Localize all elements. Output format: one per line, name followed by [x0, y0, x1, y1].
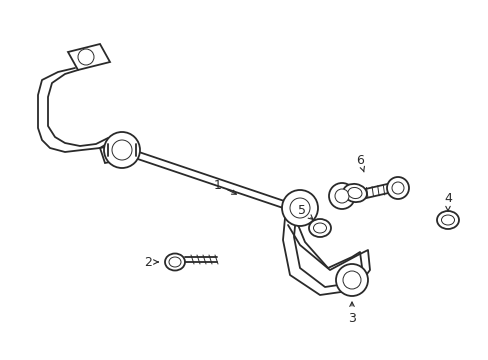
- Text: 5: 5: [297, 203, 312, 219]
- Ellipse shape: [308, 219, 330, 237]
- Text: 1: 1: [214, 179, 236, 194]
- Ellipse shape: [343, 184, 366, 202]
- Circle shape: [386, 177, 408, 199]
- Ellipse shape: [441, 215, 453, 225]
- Circle shape: [106, 148, 120, 162]
- Circle shape: [328, 183, 354, 209]
- Circle shape: [391, 182, 403, 194]
- Ellipse shape: [313, 223, 326, 233]
- Text: 2: 2: [144, 256, 158, 269]
- Circle shape: [334, 189, 348, 203]
- Circle shape: [289, 198, 309, 218]
- Text: 4: 4: [443, 192, 451, 211]
- Text: 3: 3: [347, 302, 355, 324]
- Ellipse shape: [164, 253, 184, 270]
- Circle shape: [112, 140, 132, 160]
- Text: 6: 6: [355, 153, 364, 172]
- Ellipse shape: [169, 257, 181, 267]
- Circle shape: [104, 132, 140, 168]
- Ellipse shape: [347, 188, 361, 199]
- Circle shape: [335, 264, 367, 296]
- Circle shape: [342, 271, 360, 289]
- Circle shape: [78, 49, 94, 65]
- Ellipse shape: [436, 211, 458, 229]
- Circle shape: [282, 190, 317, 226]
